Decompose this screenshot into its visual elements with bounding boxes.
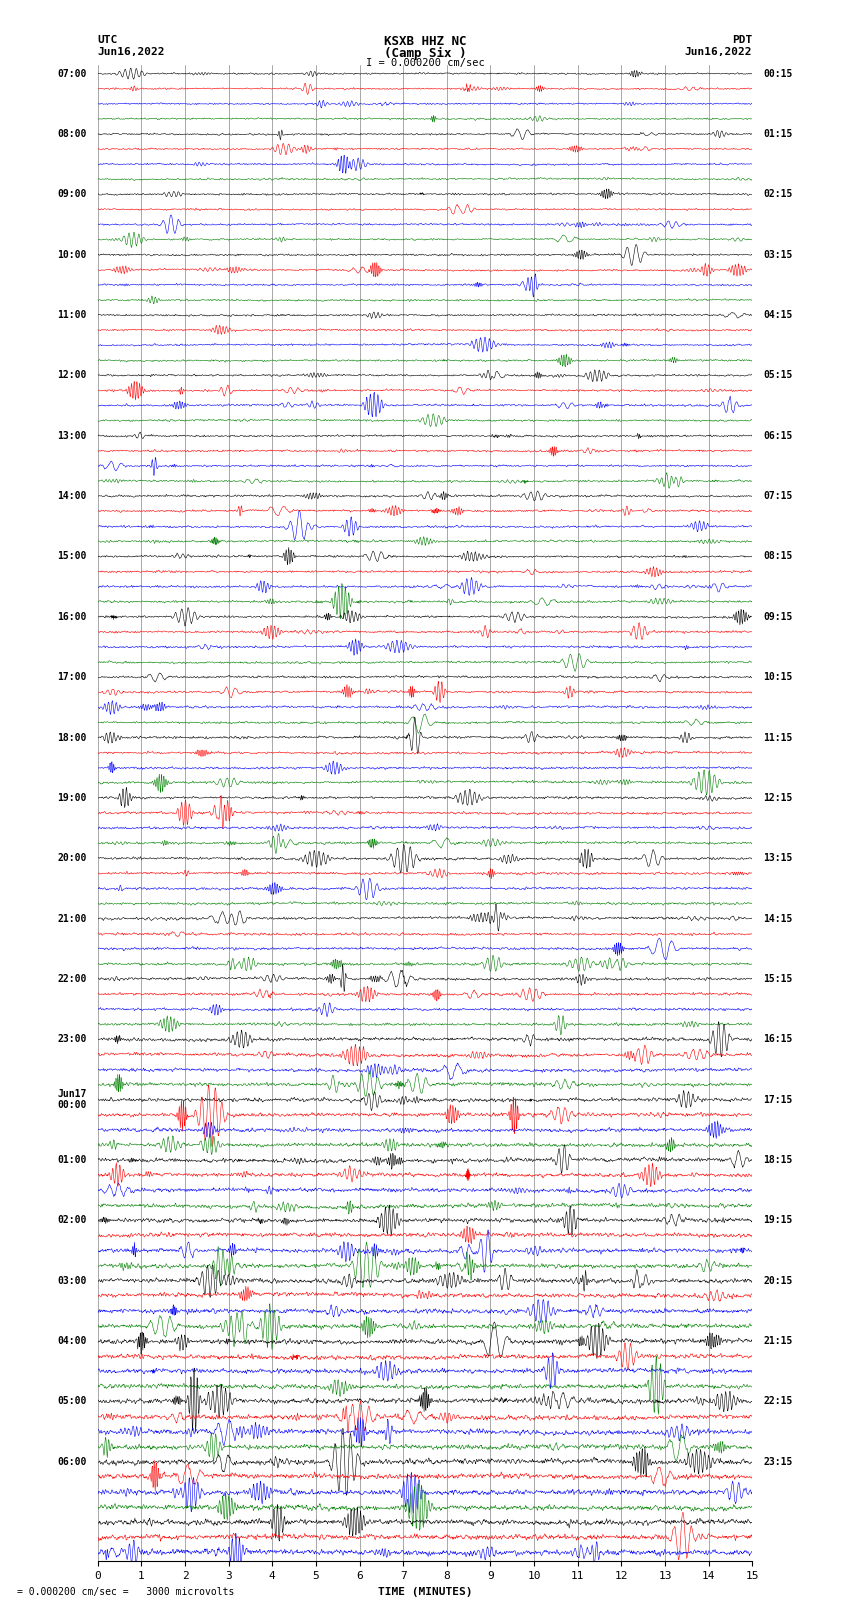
Text: KSXB HHZ NC: KSXB HHZ NC (383, 35, 467, 48)
X-axis label: TIME (MINUTES): TIME (MINUTES) (377, 1587, 473, 1597)
Text: 05:00: 05:00 (58, 1397, 87, 1407)
Text: 17:00: 17:00 (58, 673, 87, 682)
Text: 14:15: 14:15 (763, 913, 792, 924)
Text: 16:00: 16:00 (58, 611, 87, 621)
Text: 07:00: 07:00 (58, 69, 87, 79)
Text: UTC: UTC (98, 35, 118, 45)
Text: Jun17
00:00: Jun17 00:00 (58, 1089, 87, 1110)
Text: 11:00: 11:00 (58, 310, 87, 319)
Text: 06:00: 06:00 (58, 1457, 87, 1466)
Text: Jun16,2022: Jun16,2022 (98, 47, 165, 56)
Text: 16:15: 16:15 (763, 1034, 792, 1044)
Text: 20:15: 20:15 (763, 1276, 792, 1286)
Text: 20:00: 20:00 (58, 853, 87, 863)
Text: 08:15: 08:15 (763, 552, 792, 561)
Text: 05:15: 05:15 (763, 371, 792, 381)
Text: PDT: PDT (732, 35, 752, 45)
Text: 01:15: 01:15 (763, 129, 792, 139)
Text: 18:00: 18:00 (58, 732, 87, 742)
Text: 03:15: 03:15 (763, 250, 792, 260)
Text: 22:00: 22:00 (58, 974, 87, 984)
Text: 17:15: 17:15 (763, 1095, 792, 1105)
Text: 13:15: 13:15 (763, 853, 792, 863)
Text: 21:15: 21:15 (763, 1336, 792, 1347)
Text: 14:00: 14:00 (58, 490, 87, 502)
Text: 09:00: 09:00 (58, 189, 87, 200)
Text: 19:15: 19:15 (763, 1215, 792, 1226)
Text: 03:00: 03:00 (58, 1276, 87, 1286)
Text: 23:15: 23:15 (763, 1457, 792, 1466)
Text: 13:00: 13:00 (58, 431, 87, 440)
Text: 10:15: 10:15 (763, 673, 792, 682)
Text: 00:15: 00:15 (763, 69, 792, 79)
Text: Jun16,2022: Jun16,2022 (685, 47, 752, 56)
Text: 08:00: 08:00 (58, 129, 87, 139)
Text: 19:00: 19:00 (58, 794, 87, 803)
Text: (Camp Six ): (Camp Six ) (383, 47, 467, 60)
Text: 12:00: 12:00 (58, 371, 87, 381)
Text: 09:15: 09:15 (763, 611, 792, 621)
Text: 11:15: 11:15 (763, 732, 792, 742)
Text: 02:00: 02:00 (58, 1215, 87, 1226)
Text: 15:15: 15:15 (763, 974, 792, 984)
Text: 02:15: 02:15 (763, 189, 792, 200)
Text: = 0.000200 cm/sec =   3000 microvolts: = 0.000200 cm/sec = 3000 microvolts (17, 1587, 235, 1597)
Text: 12:15: 12:15 (763, 794, 792, 803)
Text: 22:15: 22:15 (763, 1397, 792, 1407)
Text: 07:15: 07:15 (763, 490, 792, 502)
Text: 21:00: 21:00 (58, 913, 87, 924)
Text: 15:00: 15:00 (58, 552, 87, 561)
Text: 06:15: 06:15 (763, 431, 792, 440)
Text: I = 0.000200 cm/sec: I = 0.000200 cm/sec (366, 58, 484, 68)
Text: 23:00: 23:00 (58, 1034, 87, 1044)
Text: 18:15: 18:15 (763, 1155, 792, 1165)
Text: 04:15: 04:15 (763, 310, 792, 319)
Text: 01:00: 01:00 (58, 1155, 87, 1165)
Text: 10:00: 10:00 (58, 250, 87, 260)
Text: 04:00: 04:00 (58, 1336, 87, 1347)
